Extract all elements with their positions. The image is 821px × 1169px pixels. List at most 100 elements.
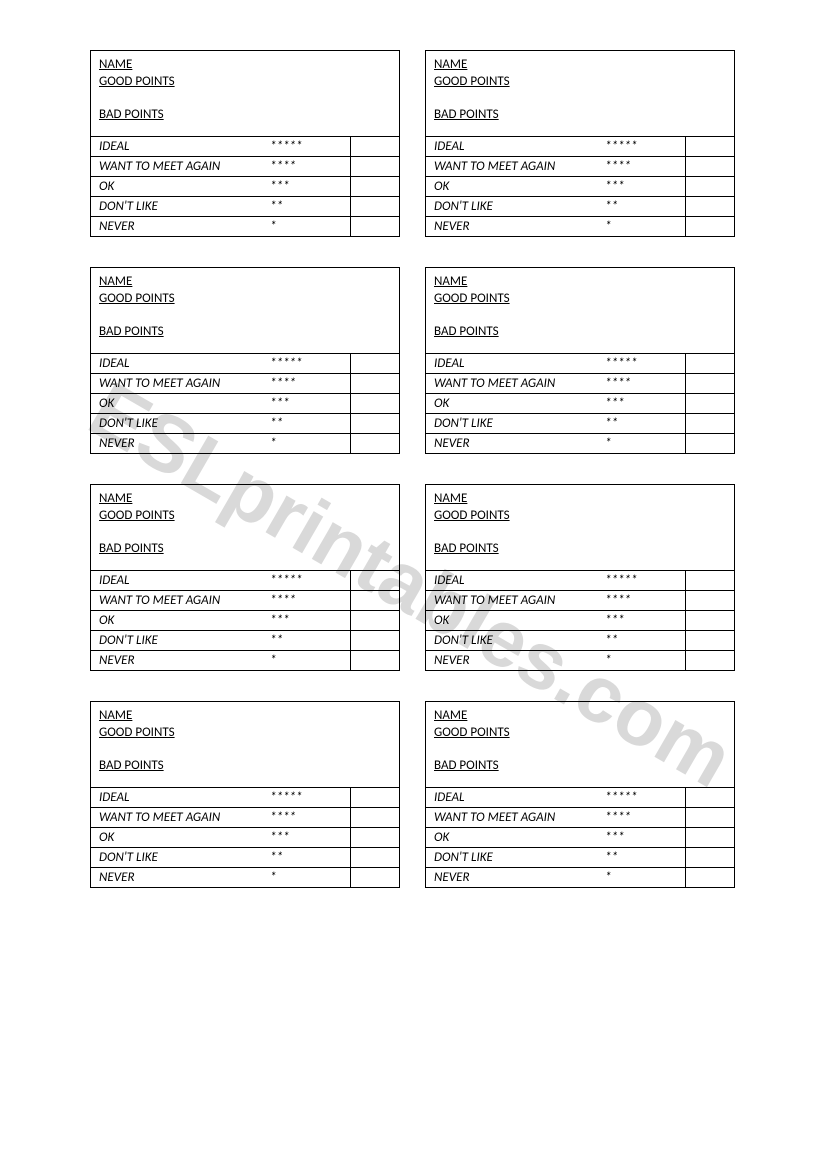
rating-checkbox-cell[interactable] bbox=[686, 571, 734, 590]
rating-checkbox-cell[interactable] bbox=[686, 197, 734, 216]
rating-stars: * bbox=[601, 651, 686, 670]
rating-label: IDEAL bbox=[426, 354, 601, 373]
rating-stars: ** bbox=[601, 631, 686, 650]
rating-checkbox-cell[interactable] bbox=[351, 177, 399, 196]
rating-checkbox-cell[interactable] bbox=[351, 828, 399, 847]
rating-row: OK*** bbox=[91, 393, 399, 413]
rating-checkbox-cell[interactable] bbox=[351, 631, 399, 650]
rating-checkbox-cell[interactable] bbox=[686, 394, 734, 413]
rating-checkbox-cell[interactable] bbox=[686, 868, 734, 887]
good-points-label: GOOD POINTS bbox=[99, 291, 391, 306]
rating-stars: ***** bbox=[266, 354, 351, 373]
name-label: NAME bbox=[434, 274, 726, 289]
rating-row: WANT TO MEET AGAIN**** bbox=[426, 590, 734, 610]
rating-checkbox-cell[interactable] bbox=[351, 571, 399, 590]
name-label: NAME bbox=[434, 57, 726, 72]
rating-checkbox-cell[interactable] bbox=[351, 354, 399, 373]
rating-label: OK bbox=[91, 611, 266, 630]
rating-label: WANT TO MEET AGAIN bbox=[426, 591, 601, 610]
card-header: NAMEGOOD POINTSBAD POINTS bbox=[426, 702, 734, 787]
rating-checkbox-cell[interactable] bbox=[686, 828, 734, 847]
rating-checkbox-cell[interactable] bbox=[351, 434, 399, 453]
rating-label: DON'T LIKE bbox=[91, 197, 266, 216]
rating-label: DON'T LIKE bbox=[91, 414, 266, 433]
rating-stars: **** bbox=[601, 808, 686, 827]
rating-checkbox-cell[interactable] bbox=[351, 591, 399, 610]
rating-checkbox-cell[interactable] bbox=[351, 197, 399, 216]
rating-card: NAMEGOOD POINTSBAD POINTSIDEAL*****WANT … bbox=[425, 484, 735, 671]
rating-row: IDEAL***** bbox=[91, 787, 399, 807]
rating-checkbox-cell[interactable] bbox=[686, 414, 734, 433]
rating-stars: * bbox=[601, 434, 686, 453]
rating-checkbox-cell[interactable] bbox=[351, 217, 399, 236]
rating-label: WANT TO MEET AGAIN bbox=[426, 157, 601, 176]
rating-checkbox-cell[interactable] bbox=[351, 157, 399, 176]
rating-row: DON'T LIKE** bbox=[91, 630, 399, 650]
rating-label: WANT TO MEET AGAIN bbox=[91, 374, 266, 393]
rating-stars: ** bbox=[266, 197, 351, 216]
rating-checkbox-cell[interactable] bbox=[351, 394, 399, 413]
rating-checkbox-cell[interactable] bbox=[686, 591, 734, 610]
rating-checkbox-cell[interactable] bbox=[686, 374, 734, 393]
rating-label: NEVER bbox=[426, 217, 601, 236]
rating-card: NAMEGOOD POINTSBAD POINTSIDEAL*****WANT … bbox=[90, 50, 400, 237]
rating-label: WANT TO MEET AGAIN bbox=[91, 808, 266, 827]
rating-stars: **** bbox=[601, 374, 686, 393]
rating-stars: * bbox=[601, 217, 686, 236]
rating-checkbox-cell[interactable] bbox=[351, 848, 399, 867]
bad-points-label: BAD POINTS bbox=[99, 324, 391, 339]
rating-checkbox-cell[interactable] bbox=[686, 611, 734, 630]
rating-row: NEVER* bbox=[426, 433, 734, 453]
rating-row: NEVER* bbox=[426, 650, 734, 670]
rating-label: WANT TO MEET AGAIN bbox=[91, 157, 266, 176]
rating-label: WANT TO MEET AGAIN bbox=[91, 591, 266, 610]
rating-checkbox-cell[interactable] bbox=[686, 788, 734, 807]
rating-stars: ***** bbox=[266, 137, 351, 156]
rating-checkbox-cell[interactable] bbox=[686, 631, 734, 650]
rating-stars: * bbox=[601, 868, 686, 887]
rating-checkbox-cell[interactable] bbox=[351, 868, 399, 887]
rating-card: NAMEGOOD POINTSBAD POINTSIDEAL*****WANT … bbox=[425, 267, 735, 454]
rating-stars: ** bbox=[601, 848, 686, 867]
rating-checkbox-cell[interactable] bbox=[351, 788, 399, 807]
rating-checkbox-cell[interactable] bbox=[686, 137, 734, 156]
rating-label: NEVER bbox=[426, 651, 601, 670]
rating-checkbox-cell[interactable] bbox=[351, 137, 399, 156]
rating-checkbox-cell[interactable] bbox=[351, 611, 399, 630]
rating-checkbox-cell[interactable] bbox=[686, 177, 734, 196]
rating-checkbox-cell[interactable] bbox=[351, 808, 399, 827]
good-points-label: GOOD POINTS bbox=[434, 725, 726, 740]
good-points-label: GOOD POINTS bbox=[434, 291, 726, 306]
rating-checkbox-cell[interactable] bbox=[686, 848, 734, 867]
rating-stars: ***** bbox=[601, 571, 686, 590]
rating-stars: *** bbox=[601, 828, 686, 847]
rating-stars: * bbox=[266, 651, 351, 670]
rating-row: WANT TO MEET AGAIN**** bbox=[426, 156, 734, 176]
rating-checkbox-cell[interactable] bbox=[686, 157, 734, 176]
rating-stars: *** bbox=[266, 177, 351, 196]
rating-row: NEVER* bbox=[91, 650, 399, 670]
rating-block: IDEAL*****WANT TO MEET AGAIN****OK***DON… bbox=[426, 136, 734, 236]
rating-checkbox-cell[interactable] bbox=[351, 414, 399, 433]
rating-label: OK bbox=[426, 611, 601, 630]
rating-stars: ** bbox=[266, 848, 351, 867]
rating-checkbox-cell[interactable] bbox=[686, 651, 734, 670]
rating-checkbox-cell[interactable] bbox=[686, 354, 734, 373]
rating-checkbox-cell[interactable] bbox=[686, 434, 734, 453]
rating-row: IDEAL***** bbox=[91, 570, 399, 590]
rating-label: NEVER bbox=[426, 868, 601, 887]
rating-row: OK*** bbox=[426, 176, 734, 196]
rating-label: DON'T LIKE bbox=[426, 848, 601, 867]
card-grid: NAMEGOOD POINTSBAD POINTSIDEAL*****WANT … bbox=[90, 50, 731, 888]
rating-label: DON'T LIKE bbox=[426, 197, 601, 216]
rating-row: WANT TO MEET AGAIN**** bbox=[91, 373, 399, 393]
bad-points-label: BAD POINTS bbox=[434, 758, 726, 773]
rating-checkbox-cell[interactable] bbox=[351, 374, 399, 393]
rating-checkbox-cell[interactable] bbox=[351, 651, 399, 670]
rating-stars: ***** bbox=[601, 137, 686, 156]
rating-checkbox-cell[interactable] bbox=[686, 808, 734, 827]
rating-block: IDEAL*****WANT TO MEET AGAIN****OK***DON… bbox=[426, 570, 734, 670]
rating-row: DON'T LIKE** bbox=[426, 847, 734, 867]
rating-checkbox-cell[interactable] bbox=[686, 217, 734, 236]
bad-points-label: BAD POINTS bbox=[434, 324, 726, 339]
